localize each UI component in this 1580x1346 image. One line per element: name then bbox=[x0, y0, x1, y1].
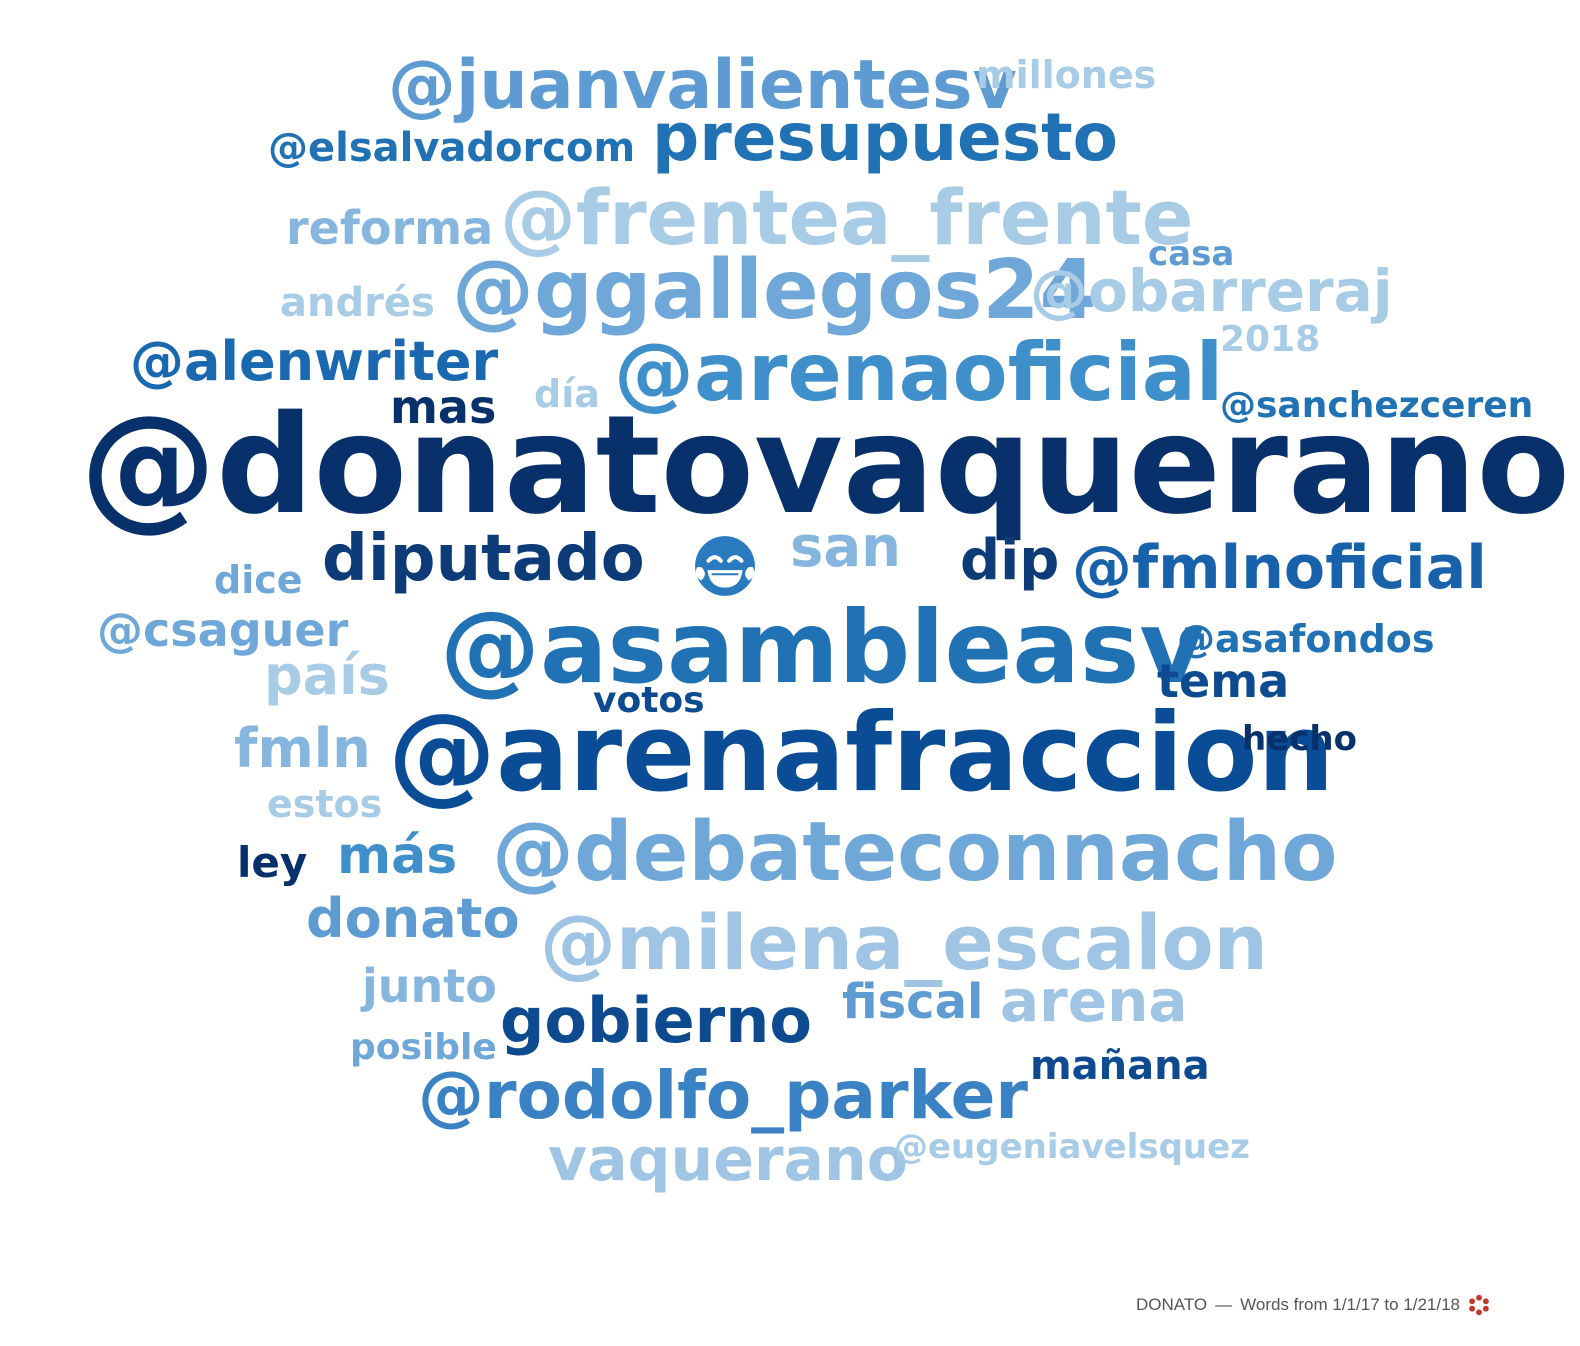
word-20: san bbox=[790, 515, 901, 580]
word-2: @asambleasv bbox=[440, 589, 1205, 706]
word-32: andrés bbox=[280, 280, 435, 326]
word-41: estos bbox=[267, 782, 383, 826]
word-24: más bbox=[337, 826, 458, 886]
word-45: ley bbox=[237, 838, 308, 887]
word-21: dip bbox=[960, 528, 1060, 593]
word-1: @arenafraccion bbox=[388, 691, 1335, 816]
word-8: @juanvalientesv bbox=[388, 46, 1017, 125]
word-28: mas bbox=[390, 380, 497, 434]
word-40: día bbox=[534, 372, 600, 416]
word-17: @elsalvadorcom bbox=[268, 125, 636, 171]
word-36: dice bbox=[214, 558, 303, 602]
word-30: millones bbox=[976, 53, 1157, 97]
footer-separator: — bbox=[1215, 1295, 1233, 1314]
word-15: @alenwriter bbox=[130, 330, 499, 393]
face-with-tears-of-joy-icon bbox=[695, 536, 755, 596]
word-23: fmln bbox=[234, 717, 371, 780]
word-38: 2018 bbox=[1220, 319, 1321, 360]
footer-title: DONATO bbox=[1135, 1295, 1208, 1314]
word-39: casa bbox=[1148, 234, 1235, 274]
word-31: @sanchezceren bbox=[1220, 385, 1534, 426]
word-29: fiscal bbox=[842, 974, 984, 1030]
word-16: @obarreraj bbox=[1030, 257, 1393, 325]
word-6: @ggallegos24 bbox=[452, 243, 1097, 338]
footer: DONATO — Words from 1/1/17 to 1/21/18 bbox=[1136, 1294, 1490, 1316]
word-19: donato bbox=[306, 887, 520, 950]
word-27: tema bbox=[1157, 654, 1290, 708]
word-7: @frentea_frente bbox=[500, 173, 1194, 262]
word-9: presupuesto bbox=[652, 99, 1118, 176]
word-18: arena bbox=[1000, 967, 1188, 1035]
word-0: @donatovaquerano bbox=[80, 387, 1570, 545]
word-4: @debateconnacho bbox=[492, 805, 1338, 900]
word-37: @eugeniavelsquez bbox=[894, 1127, 1250, 1167]
word-43: votos bbox=[593, 680, 705, 721]
word-12: diputado bbox=[322, 522, 645, 596]
word-25: reforma bbox=[286, 201, 494, 255]
word-10: @rodolfo_parker bbox=[418, 1057, 1028, 1134]
word-33: @asafondos bbox=[1177, 617, 1435, 661]
word-14: vaquerano bbox=[548, 1125, 908, 1195]
word-35: mañana bbox=[1030, 1043, 1210, 1089]
word-5: @milena_escalon bbox=[540, 898, 1268, 987]
word-22: país bbox=[264, 644, 390, 707]
word-26: @csaguer bbox=[97, 603, 349, 657]
word-34: junto bbox=[362, 959, 497, 1013]
footer-range: Words from 1/1/17 to 1/21/18 bbox=[1240, 1295, 1460, 1314]
word-11: @fmlnoficial bbox=[1072, 533, 1487, 603]
logo-icon bbox=[1469, 1294, 1489, 1316]
word-42: posible bbox=[350, 1027, 497, 1068]
word-13: gobierno bbox=[500, 984, 812, 1057]
word-3: @arenaoficial bbox=[614, 326, 1224, 419]
word-44: hecho bbox=[1242, 719, 1357, 759]
